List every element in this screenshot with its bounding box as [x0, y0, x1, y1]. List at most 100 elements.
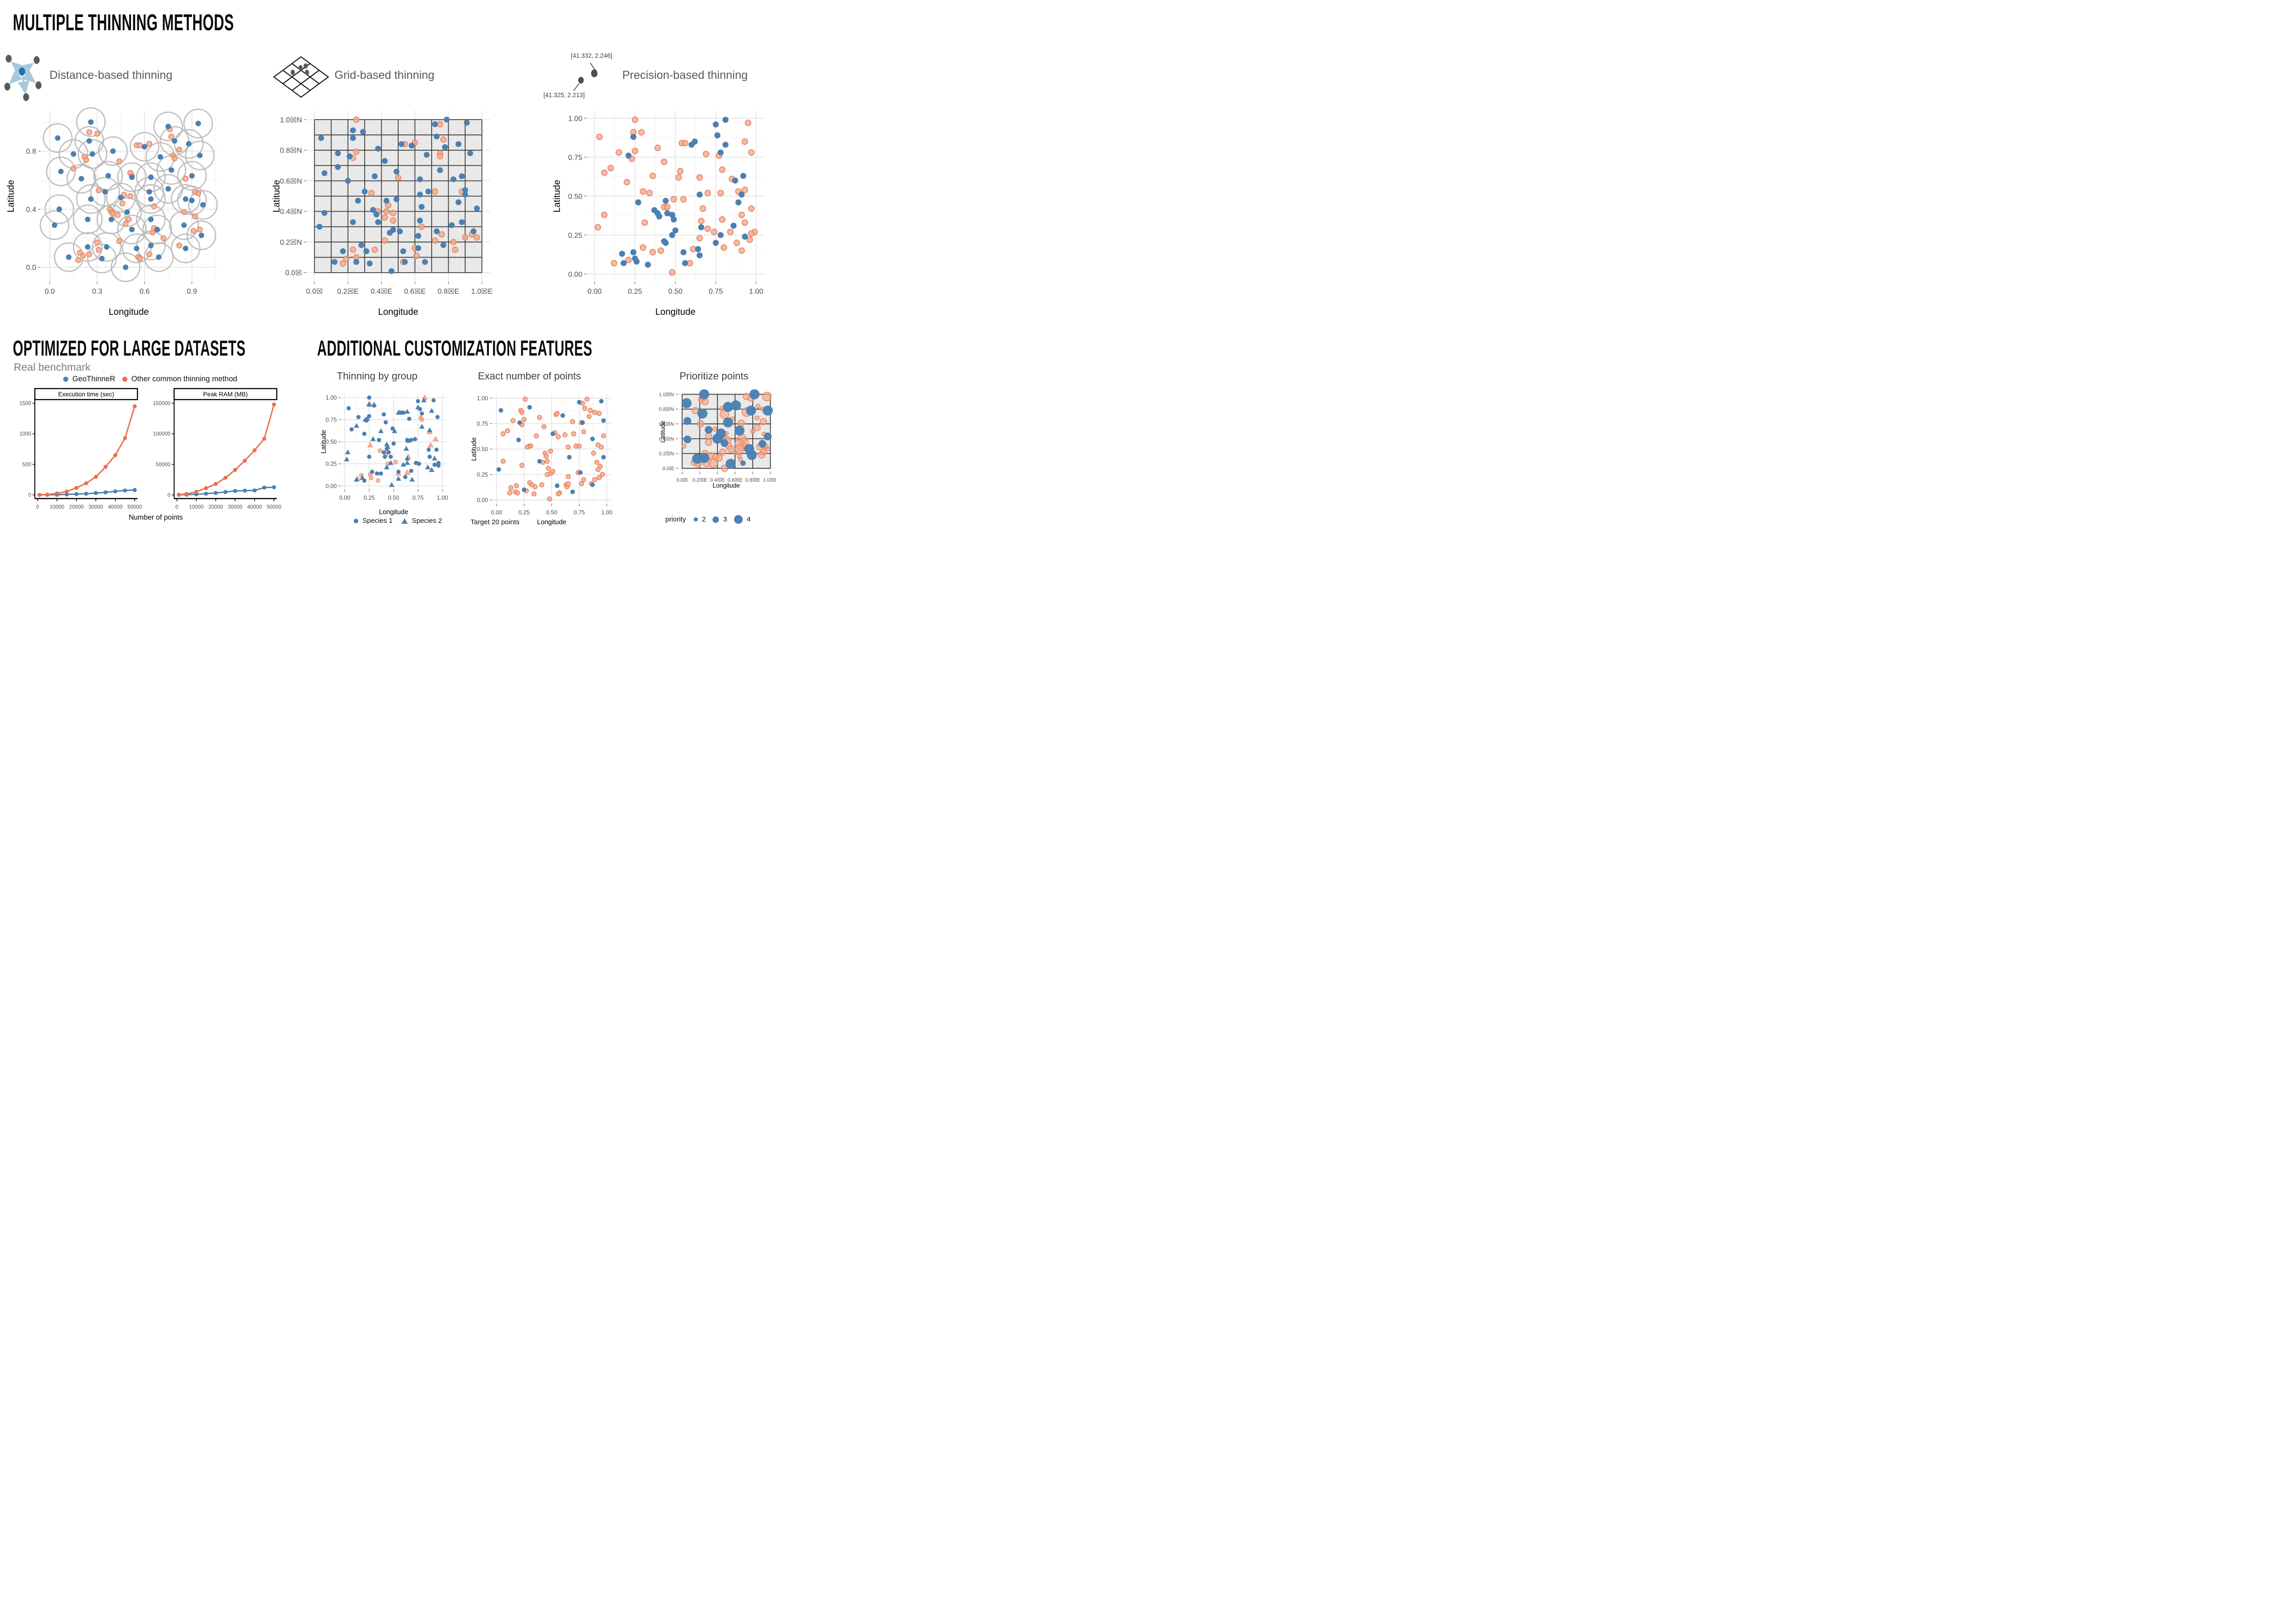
- svg-text:100000: 100000: [153, 432, 170, 437]
- priority-4-label: 4: [746, 516, 751, 523]
- svg-text:0.4☒N: 0.4☒N: [659, 436, 674, 442]
- priority-2-label: 2: [702, 516, 706, 523]
- svg-text:0: 0: [36, 505, 39, 510]
- species-legend: Species 1 Species 2: [354, 517, 442, 525]
- svg-text:50000: 50000: [127, 505, 142, 510]
- svg-text:0.4☒N: 0.4☒N: [280, 208, 302, 216]
- grid-plot: 0.0☒ 0.2☒E 0.4☒E 0.6☒E 0.8☒E 1.0☒E 0.0☒ 0.2☒N 0.…: [265, 103, 499, 322]
- species2-triangle-icon: [401, 518, 408, 524]
- precision-plot-header: Precision-based thinning: [622, 69, 748, 82]
- precision-callout-bottom: [41.325, 2.213]: [543, 92, 585, 99]
- svg-text:1.0☒E: 1.0☒E: [763, 477, 776, 483]
- precision-thinning-icon: [573, 62, 597, 91]
- svg-text:Longitude: Longitude: [713, 482, 740, 489]
- svg-text:Latitude: Latitude: [6, 180, 16, 212]
- priority-3-dot-icon: [713, 516, 719, 523]
- priority-plot: 0.0☒ 0.2☒E0.4☒E0.6☒E0.8☒E1.0☒E 0.0☒ 0.2☒N 0.…: [658, 385, 776, 494]
- precision-callout-top: [41.332, 2.246]: [571, 52, 613, 59]
- svg-text:20000: 20000: [208, 505, 223, 510]
- svg-text:Longitude: Longitude: [109, 307, 149, 317]
- svg-text:0.8☒N: 0.8☒N: [659, 407, 674, 412]
- svg-text:0.00: 0.00: [491, 510, 502, 516]
- svg-text:0.6☒E: 0.6☒E: [728, 477, 743, 483]
- priority-legend-title: priority: [665, 516, 686, 523]
- geothinner-legend-label: GeoThinneR: [72, 375, 115, 383]
- svg-text:0.0: 0.0: [45, 288, 55, 296]
- other-method-legend-dot-icon: [122, 377, 127, 382]
- svg-text:0.50: 0.50: [326, 439, 337, 445]
- svg-text:0.75: 0.75: [709, 288, 723, 296]
- svg-text:1.00: 1.00: [568, 115, 582, 123]
- svg-text:10000: 10000: [189, 505, 203, 510]
- infographic-canvas: MULTIPLE THINNING METHODS Distance-based…: [0, 0, 776, 541]
- svg-text:1.00: 1.00: [749, 288, 763, 296]
- svg-text:50000: 50000: [156, 462, 170, 467]
- svg-text:Latitude: Latitude: [552, 180, 562, 212]
- section-title-benchmark: OPTIMIZED FOR LARGE DATASETS: [13, 336, 246, 360]
- group-plot: 0.00 0.25 0.50 0.75 1.00 0.00 0.25 0.50 0.75 1.00…: [319, 388, 455, 521]
- distance-plot-header: Distance-based thinning: [49, 69, 173, 82]
- svg-text:50000: 50000: [267, 505, 281, 510]
- svg-text:0: 0: [175, 505, 178, 510]
- svg-text:0.50: 0.50: [546, 510, 557, 516]
- svg-text:0.00: 0.00: [587, 288, 602, 296]
- facet-strip-0: Execution time (sec): [58, 391, 114, 398]
- svg-text:0.0☒: 0.0☒: [285, 269, 302, 277]
- priority-2-dot-icon: [694, 517, 698, 521]
- benchmark-legend: GeoThinneR Other common thinning method: [63, 375, 237, 384]
- svg-text:Latitude: Latitude: [272, 180, 282, 212]
- svg-text:0.8: 0.8: [26, 148, 36, 156]
- svg-text:0.0: 0.0: [26, 264, 36, 272]
- svg-text:0.2☒E: 0.2☒E: [337, 288, 359, 296]
- svg-text:Number of points: Number of points: [129, 514, 183, 521]
- svg-text:1000: 1000: [19, 432, 31, 437]
- svg-text:1.00: 1.00: [601, 510, 612, 516]
- svg-text:Latitude: Latitude: [471, 437, 478, 461]
- priority-legend: priority 2 3 4: [665, 515, 751, 524]
- svg-text:30000: 30000: [88, 505, 103, 510]
- svg-text:0.8☒E: 0.8☒E: [438, 288, 459, 296]
- benchmark-plot: Execution time (sec) 0 500 1000 1500 0 10000 20…: [14, 386, 298, 527]
- grid-thinning-icon: [273, 56, 329, 98]
- svg-text:Latitude: Latitude: [659, 421, 666, 443]
- svg-text:Longitude: Longitude: [655, 307, 696, 317]
- svg-text:10000: 10000: [49, 505, 64, 510]
- priority-3-label: 3: [723, 516, 727, 523]
- svg-text:0.25: 0.25: [628, 288, 642, 296]
- svg-text:1.00: 1.00: [437, 495, 448, 501]
- svg-text:0.00: 0.00: [477, 497, 488, 504]
- svg-text:0.6☒N: 0.6☒N: [659, 422, 674, 427]
- svg-text:20000: 20000: [69, 505, 84, 510]
- species1-label: Species 1: [362, 517, 393, 525]
- benchmark-subtitle: Real benchmark: [14, 361, 91, 373]
- svg-text:1.00: 1.00: [326, 395, 337, 401]
- section-title-features: ADDITIONAL CUSTOMIZATION FEATURES: [317, 336, 592, 360]
- svg-text:0.9: 0.9: [187, 288, 197, 296]
- svg-text:0.25: 0.25: [364, 495, 375, 501]
- geothinner-legend-dot-icon: [63, 377, 68, 382]
- svg-text:40000: 40000: [108, 505, 123, 510]
- svg-text:500: 500: [22, 462, 31, 467]
- svg-text:0.25: 0.25: [326, 461, 337, 467]
- svg-text:0: 0: [168, 493, 170, 498]
- svg-text:Longitude: Longitude: [537, 519, 566, 526]
- svg-text:0.75: 0.75: [412, 495, 423, 501]
- distance-thinning-icon: [4, 55, 42, 101]
- distance-plot: 0.0 0.3 0.6 0.9 0.0 0.4 0.8 Longitude Latitude: [5, 103, 225, 322]
- species1-circle-icon: [354, 518, 358, 523]
- svg-text:0.4☒E: 0.4☒E: [710, 477, 725, 483]
- species2-label: Species 2: [411, 517, 442, 525]
- svg-text:0.75: 0.75: [574, 510, 585, 516]
- svg-text:0.25: 0.25: [477, 472, 488, 478]
- svg-text:Latitude: Latitude: [320, 430, 328, 454]
- svg-text:Longitude: Longitude: [379, 509, 408, 516]
- group-plot-title: Thinning by group: [337, 370, 418, 382]
- facet-strip-1: Peak RAM (MB): [203, 391, 248, 398]
- svg-text:1.00: 1.00: [477, 395, 488, 401]
- other-method-legend-label: Other common thinning method: [131, 375, 237, 383]
- svg-text:0.75: 0.75: [326, 417, 337, 423]
- svg-text:0: 0: [28, 493, 31, 498]
- grid-plot-header: Grid-based thinning: [334, 69, 435, 82]
- section-title-methods: MULTIPLE THINNING METHODS: [13, 10, 234, 35]
- svg-text:0.2☒E: 0.2☒E: [692, 477, 707, 483]
